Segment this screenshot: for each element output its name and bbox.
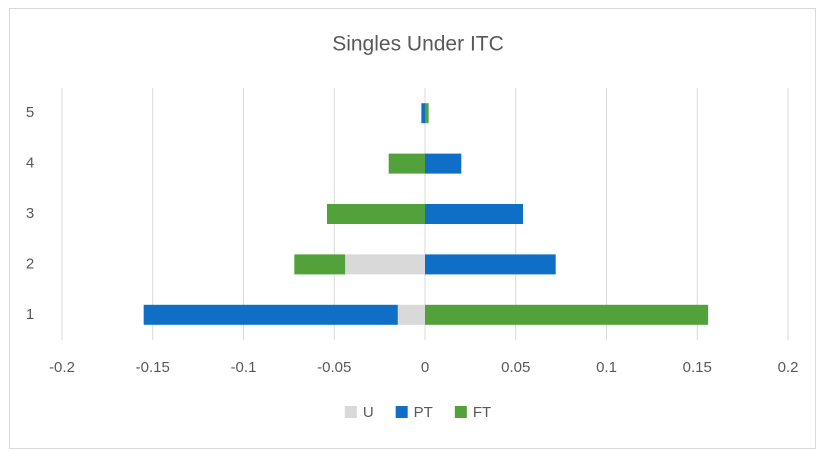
x-tick-label: 0.15: [683, 359, 712, 376]
y-tick-label: 2: [26, 255, 34, 272]
bar: [425, 304, 709, 325]
y-tick-label: 3: [26, 205, 34, 222]
legend-swatch: [344, 406, 357, 418]
x-tick-label: 0.05: [501, 359, 530, 376]
bar: [425, 103, 429, 124]
legend-swatch: [454, 406, 467, 418]
x-tick-label: -0.2: [49, 359, 75, 376]
y-tick-label: 1: [26, 306, 34, 323]
legend-swatch: [395, 406, 408, 418]
bar: [345, 254, 425, 275]
x-tick-label: 0: [421, 359, 429, 376]
bar: [397, 304, 425, 325]
x-tick-label: 0.2: [778, 359, 799, 376]
bar: [143, 304, 398, 325]
chart-title: Singles Under ITC: [332, 33, 504, 56]
legend-label: PT: [414, 404, 433, 421]
bar: [388, 153, 425, 174]
legend-label: U: [363, 404, 374, 421]
y-tick-label: 5: [26, 104, 34, 121]
bar: [425, 254, 556, 275]
x-tick-label: -0.1: [231, 359, 257, 376]
chart-frame: [9, 8, 816, 449]
bar: [425, 153, 462, 174]
legend-label: FT: [473, 404, 491, 421]
bar: [421, 103, 425, 124]
x-tick-label: 0.1: [596, 359, 617, 376]
bar: [425, 204, 524, 224]
x-tick-label: -0.15: [136, 359, 170, 376]
y-tick-label: 4: [26, 155, 34, 172]
x-tick-label: -0.05: [317, 359, 351, 376]
bar: [326, 204, 425, 224]
bar: [294, 254, 346, 275]
